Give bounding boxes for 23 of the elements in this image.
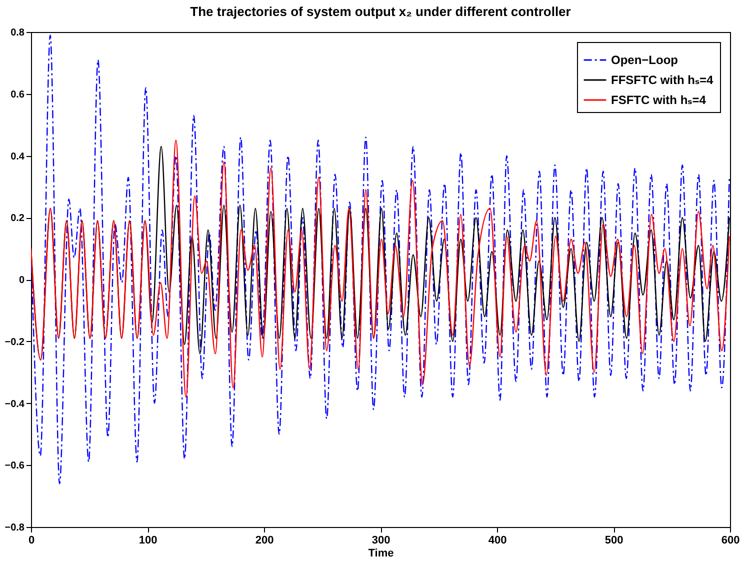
x-tick-label: 600	[721, 534, 740, 546]
line-series	[31, 140, 730, 398]
x-tick-label: 200	[255, 534, 274, 546]
x-tick-label: 500	[604, 534, 624, 546]
y-tick-label: −0.6	[4, 460, 25, 472]
x-tick-label: 300	[372, 534, 390, 546]
chart-title: The trajectories of system output x₂ under different controller	[190, 4, 571, 19]
y-tick-label: −0.2	[4, 336, 25, 348]
x-tick-label: 400	[488, 534, 507, 546]
y-tick-label: 0.8	[10, 28, 25, 38]
y-tick-label: 0.6	[10, 89, 25, 100]
legend-label: Open−Loop	[611, 53, 678, 67]
y-tick-label: −0.8	[4, 522, 25, 534]
line-series	[31, 34, 730, 484]
y-tick-label: 0.2	[10, 213, 25, 224]
y-tick-label: 0.4	[10, 151, 25, 162]
x-tick-label: 100	[138, 534, 158, 546]
y-tick-label: −0.4	[4, 398, 25, 410]
legend-label: FSFTC with hₛ=4	[611, 93, 706, 107]
y-tick-label: 0	[18, 275, 25, 286]
legend-label: FFSFTC with hₛ=4	[611, 73, 714, 87]
x-axis-title: Time	[368, 548, 394, 560]
x-tick-label: 0	[28, 534, 35, 546]
